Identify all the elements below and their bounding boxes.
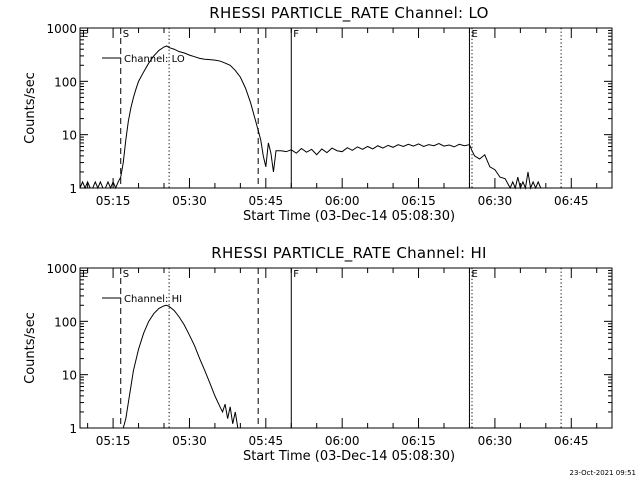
x-axis-label: Start Time (03-Dec-14 05:08:30) bbox=[243, 449, 455, 464]
y-axis-label: Counts/sec bbox=[23, 72, 38, 144]
x-tick-label: 06:00 bbox=[325, 434, 360, 448]
event-marker-label: E bbox=[82, 269, 88, 280]
x-tick-label: 06:15 bbox=[401, 434, 436, 448]
timestamp-label: 23-Oct-2021 09:51 bbox=[570, 469, 636, 477]
legend-label: Channel: LO bbox=[124, 54, 185, 65]
x-tick-label: 06:00 bbox=[325, 194, 360, 208]
x-tick-label: 05:30 bbox=[172, 434, 207, 448]
event-marker-label: E bbox=[471, 269, 477, 280]
event-marker-label: S bbox=[123, 29, 129, 40]
event-marker-label: E bbox=[82, 29, 88, 40]
y-tick-label: 1000 bbox=[46, 22, 77, 36]
x-tick-label: 05:30 bbox=[172, 194, 207, 208]
panel-hi: RHESSI PARTICLE_RATE Channel: HI 1 10 100 10… bbox=[23, 244, 613, 464]
legend-label: Channel: HI bbox=[124, 294, 182, 305]
event-marker-label: F bbox=[293, 269, 299, 280]
y-axis-label: Counts/sec bbox=[23, 312, 38, 384]
x-axis-label: Start Time (03-Dec-14 05:08:30) bbox=[243, 209, 455, 224]
event-marker-label: E bbox=[471, 29, 477, 40]
x-tick-label: 05:45 bbox=[249, 194, 284, 208]
y-tick-label: 100 bbox=[54, 75, 77, 89]
series-line bbox=[79, 45, 542, 190]
x-tick-label: 05:15 bbox=[96, 434, 131, 448]
x-tick-label: 05:45 bbox=[249, 434, 284, 448]
panel-lo: RHESSI PARTICLE_RATE Channel: LO 1 10 100 10… bbox=[23, 4, 613, 224]
y-tick-label: 1 bbox=[69, 422, 77, 436]
y-tick-label: 10 bbox=[62, 129, 77, 143]
series-line bbox=[122, 304, 239, 429]
x-tick-label: 06:45 bbox=[554, 194, 589, 208]
x-tick-label: 06:30 bbox=[478, 194, 513, 208]
y-tick-label: 1000 bbox=[46, 262, 77, 276]
x-tick-label: 06:30 bbox=[478, 434, 513, 448]
x-tick-label: 06:45 bbox=[554, 434, 589, 448]
y-tick-label: 10 bbox=[62, 369, 77, 383]
x-tick-label: 05:15 bbox=[96, 194, 131, 208]
y-tick-label: 1 bbox=[69, 182, 77, 196]
chart-title: RHESSI PARTICLE_RATE Channel: LO bbox=[209, 4, 488, 23]
chart-title: RHESSI PARTICLE_RATE Channel: HI bbox=[211, 244, 487, 263]
event-marker-label: S bbox=[123, 269, 129, 280]
y-tick-label: 100 bbox=[54, 315, 77, 329]
event-marker-label: F bbox=[293, 29, 299, 40]
x-tick-label: 06:15 bbox=[401, 194, 436, 208]
